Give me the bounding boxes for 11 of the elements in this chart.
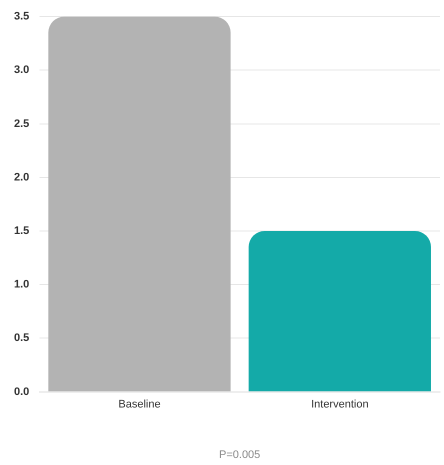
y-tick-label: 1.0 <box>14 278 30 291</box>
y-tick-label: 2.0 <box>14 171 30 184</box>
y-tick-label: 3.5 <box>14 10 30 23</box>
text: P=0.005 <box>218 449 260 462</box>
x-tick-label: Baseline <box>118 398 161 410</box>
x-tick-label: Intervention <box>311 398 369 410</box>
y-tick-label: 0.5 <box>14 332 30 344</box>
y-tick-label: 2.5 <box>14 118 30 130</box>
y-tick-label: 1.5 <box>14 225 30 238</box>
y-tick-label: 3.0 <box>14 64 30 76</box>
y-tick-label: 0.0 <box>14 386 30 398</box>
